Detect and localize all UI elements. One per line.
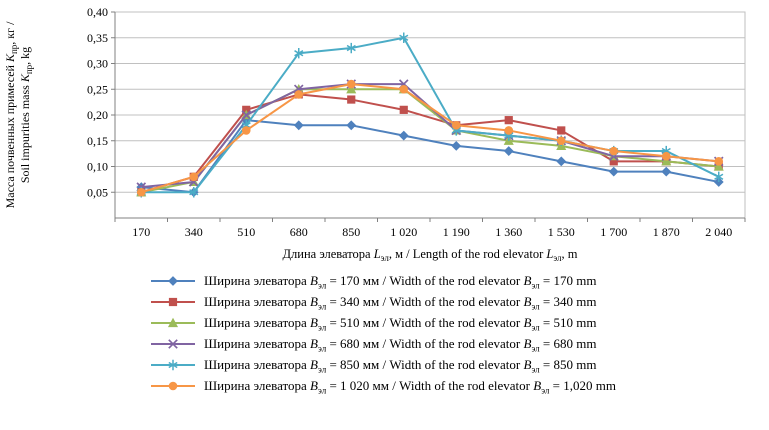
y-axis-title-line1: Масса почвенных примесей Kпр, кг /	[3, 21, 19, 208]
diamond-marker-icon	[451, 140, 462, 151]
legend-item: Ширина элеватора Bэл = 1 020 мм / Width …	[150, 377, 769, 396]
diamond-marker-icon	[346, 120, 357, 131]
asterisk-marker-icon	[294, 48, 304, 59]
triangle-marker-icon	[661, 156, 672, 166]
y-axis-title-line2: Soil impurities mass Kпр, kg	[18, 47, 34, 183]
asterisk-marker-icon	[346, 42, 356, 54]
x-tick-label: 1 870	[653, 225, 680, 239]
x-marker-icon	[241, 110, 252, 120]
triangle-marker-icon	[346, 83, 357, 94]
legend-label: Ширина элеватора Bэл = 170 мм / Width of…	[204, 272, 597, 291]
x-tick-label: 340	[185, 225, 203, 239]
y-tick-label: 0,25	[87, 82, 108, 96]
legend-label: Ширина элеватора Bэл = 340 мм / Width of…	[204, 293, 597, 312]
legend-item: Ширина элеватора Bэл = 850 мм / Width of…	[150, 356, 769, 375]
x-tick-label: 510	[237, 225, 255, 239]
legend: Ширина элеватора Bэл = 170 мм / Width of…	[0, 272, 769, 396]
legend-item: Ширина элеватора Bэл = 510 мм / Width of…	[150, 314, 769, 333]
x-tick-label: 1 530	[548, 225, 575, 239]
y-tick-label: 0,35	[87, 31, 108, 45]
circle-marker-icon	[168, 381, 178, 390]
circle-marker-icon	[451, 121, 461, 130]
y-tick-label: 0,15	[87, 134, 108, 148]
legend-label: Ширина элеватора Bэл = 510 мм / Width of…	[204, 314, 597, 333]
legend-marker-icon	[151, 297, 195, 306]
series-line-1	[141, 119, 719, 194]
line-chart-plot: 0,05 0,10 0,15 0,20 0,25 0,30 0,35 0,40 170 340 51…	[3, 5, 746, 263]
x-tick-label: 680	[290, 225, 308, 239]
series-line-2	[140, 93, 719, 194]
circle-marker-icon	[504, 126, 514, 135]
square-marker-icon	[504, 116, 513, 125]
diamond-marker-icon	[398, 130, 409, 141]
diamond-marker-icon	[608, 166, 619, 177]
circle-marker-icon	[714, 157, 724, 166]
asterisk-marker-icon	[399, 32, 409, 43]
legend-marker-icon	[151, 338, 195, 349]
x-tick-label: 850	[342, 225, 360, 239]
x-tick-label: 1 190	[443, 225, 470, 239]
circle-marker-icon	[346, 79, 356, 89]
square-marker-icon	[347, 95, 356, 104]
x-tick-label: 1 020	[390, 225, 417, 239]
legend-label: Ширина элеватора Bэл = 1 020 мм / Width …	[204, 377, 616, 396]
legend-item: Ширина элеватора Bэл = 680 мм / Width of…	[150, 335, 769, 354]
y-tick-label: 0,10	[87, 160, 108, 174]
circle-marker-icon	[399, 84, 409, 94]
legend-marker-icon	[151, 381, 195, 390]
y-tick-label: 0,05	[87, 185, 108, 199]
square-marker-icon	[168, 297, 178, 306]
circle-marker-icon	[294, 90, 304, 99]
legend-marker-icon	[151, 317, 195, 327]
square-marker-icon	[399, 105, 408, 114]
legend-label: Ширина элеватора Bэл = 850 мм / Width of…	[204, 356, 597, 375]
y-tick-label: 0,20	[87, 108, 108, 122]
diamond-marker-icon	[503, 146, 514, 156]
circle-marker-icon	[189, 172, 199, 182]
x-tick-label: 1 700	[600, 225, 627, 239]
triangle-marker-icon	[713, 161, 724, 171]
series-line-6	[140, 83, 719, 194]
diamond-marker-icon	[556, 156, 567, 167]
x-tick-label: 2 040	[705, 225, 732, 239]
legend-item: Ширина элеватора Bэл = 340 мм / Width of…	[150, 293, 769, 312]
diamond-marker-icon	[661, 166, 672, 177]
y-tick-label: 0,40	[87, 5, 108, 19]
square-marker-icon	[557, 126, 566, 135]
circle-marker-icon	[136, 187, 146, 197]
diamond-marker-icon	[293, 120, 304, 131]
legend-marker-icon	[151, 359, 195, 370]
circle-marker-icon	[661, 151, 671, 161]
x-axis-title: Длина элеватора Lэл, м / Length of the r…	[283, 247, 578, 263]
x-marker-icon	[168, 338, 178, 349]
triangle-marker-icon	[167, 317, 179, 327]
asterisk-marker-icon	[714, 171, 724, 182]
x-tick-label: 170	[132, 225, 150, 239]
legend-label: Ширина элеватора Bэл = 680 мм / Width of…	[204, 335, 597, 354]
asterisk-marker-icon	[168, 359, 178, 370]
asterisk-marker-icon	[189, 187, 199, 198]
diamond-marker-icon	[168, 275, 178, 286]
y-tick-label: 0,30	[87, 57, 108, 71]
circle-marker-icon	[241, 126, 251, 135]
circle-marker-icon	[556, 136, 566, 146]
legend-item: Ширина элеватора Bэл = 170 мм / Width of…	[150, 272, 769, 291]
x-tick-label: 1 360	[495, 225, 522, 239]
legend-marker-icon	[151, 275, 195, 286]
circle-marker-icon	[609, 146, 619, 156]
